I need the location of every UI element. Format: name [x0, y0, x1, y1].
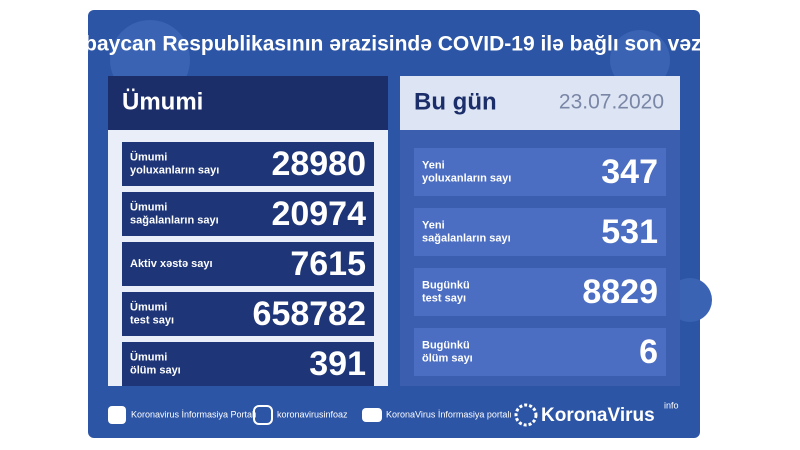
- stat-row: [414, 208, 666, 256]
- stat-value: 28980: [271, 145, 366, 183]
- stat-value: 8829: [582, 273, 658, 311]
- brand: KoronaVirus: [541, 405, 655, 426]
- title: Azərbaycan Respublikasının ərazisində CO…: [39, 33, 750, 56]
- stat-label: ölüm sayı: [130, 364, 181, 376]
- stat-label: sağalanların sayı: [130, 214, 219, 226]
- right-header: [400, 76, 680, 130]
- stat-row: [122, 192, 374, 236]
- stat-label: Ümumi: [130, 150, 167, 163]
- footer: Koronavirus İnformasiya Portalı koronavi…: [108, 400, 679, 427]
- left-header: [108, 76, 388, 130]
- footer-link[interactable]: KoronaVirus İnformasiya portalı: [386, 409, 512, 419]
- stat-label: sağalanların sayı: [422, 232, 511, 244]
- right-title: Bu gün: [414, 88, 497, 115]
- stat-value: 531: [601, 213, 658, 251]
- date: 23.07.2020: [559, 91, 664, 114]
- stat-label: Yeni: [422, 219, 445, 231]
- stat-value: 20974: [271, 195, 366, 233]
- brand-icon: [514, 403, 538, 427]
- stat-value: 658782: [253, 295, 366, 333]
- stat-row: [122, 242, 374, 286]
- brand-sup: info: [664, 400, 679, 410]
- facebook-icon: [108, 406, 126, 424]
- stat-row: [414, 268, 666, 316]
- stat-row: [414, 148, 666, 196]
- stat-label: Ümumi: [130, 300, 167, 313]
- stat-row: [122, 142, 374, 186]
- stat-value: 391: [309, 345, 366, 383]
- virus-decor: [610, 30, 670, 90]
- stat-label: ölüm sayı: [422, 352, 473, 364]
- stat-value: 347: [601, 153, 658, 191]
- stat-value: 7615: [290, 245, 366, 283]
- stat-row: [122, 342, 374, 386]
- left-title: Ümumi: [122, 88, 203, 115]
- stat-row: [414, 328, 666, 376]
- stat-label: Bugünkü: [422, 279, 470, 291]
- stat-label: test sayı: [130, 314, 174, 326]
- stat-label: Aktiv xəstə sayı: [130, 258, 213, 270]
- youtube-icon: [362, 408, 382, 422]
- stat-row: [122, 292, 374, 336]
- stat-label: Yeni: [422, 159, 445, 171]
- footer-link[interactable]: koronavirusinfoaz: [277, 409, 348, 419]
- stat-label: Ümumi: [130, 200, 167, 213]
- stat-label: Ümumi: [130, 350, 167, 363]
- stat-label: yoluxanların sayı: [422, 172, 511, 184]
- instagram-icon: [253, 405, 273, 425]
- stat-label: Bugünkü: [422, 339, 470, 351]
- stat-label: test sayı: [422, 292, 466, 304]
- stat-label: yoluxanların sayı: [130, 164, 219, 176]
- footer-link[interactable]: Koronavirus İnformasiya Portalı: [131, 409, 257, 419]
- stat-value: 6: [639, 333, 658, 371]
